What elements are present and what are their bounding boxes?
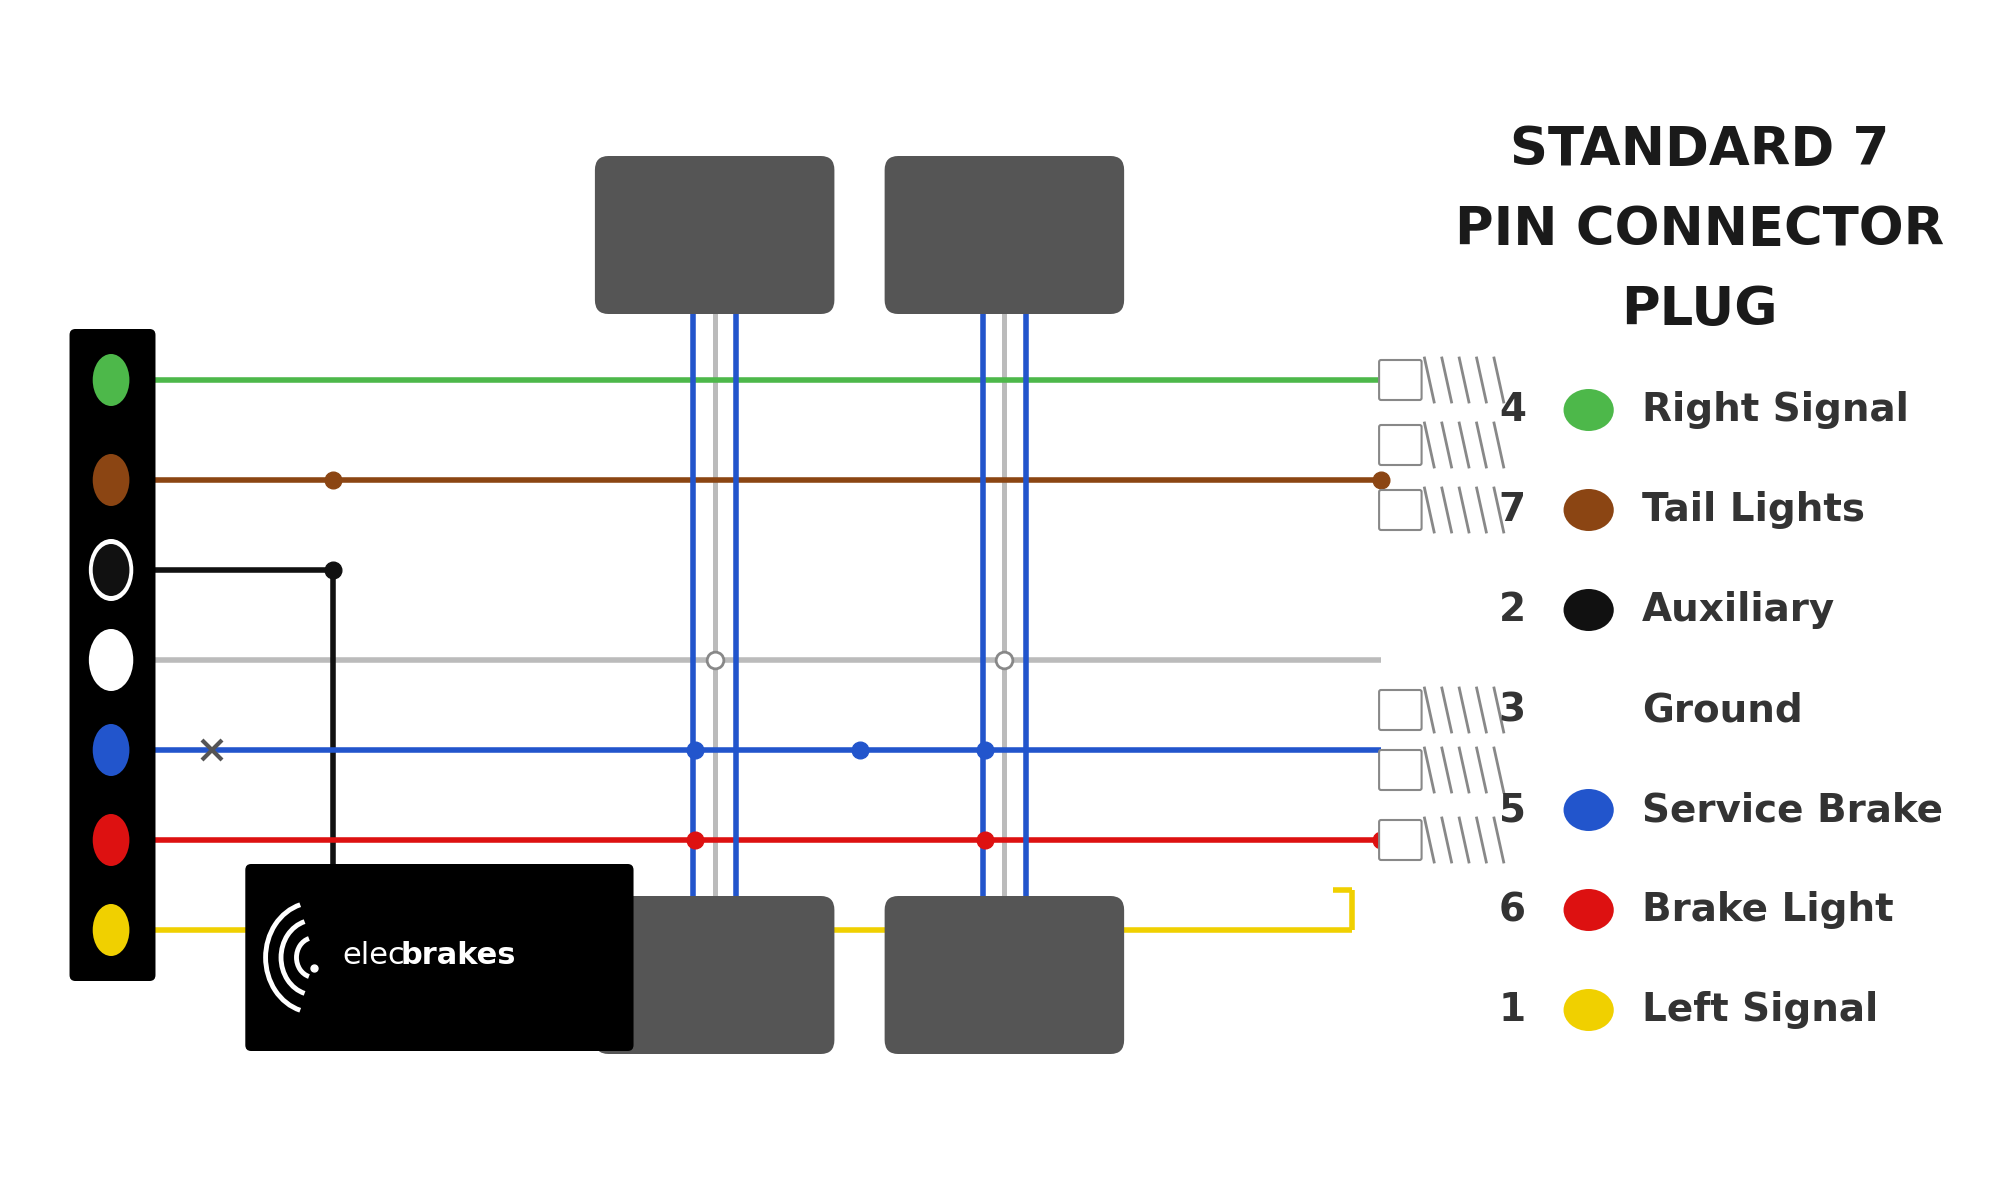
Ellipse shape [92, 354, 130, 406]
Ellipse shape [92, 544, 130, 596]
Text: 5: 5 [1498, 791, 1526, 829]
Text: Auxiliary: Auxiliary [1642, 590, 1836, 629]
FancyBboxPatch shape [70, 329, 156, 982]
Text: 2: 2 [1498, 590, 1526, 629]
Text: Brake Light: Brake Light [1642, 890, 1894, 929]
Text: 4: 4 [1498, 391, 1526, 428]
Text: Left Signal: Left Signal [1642, 991, 1878, 1028]
FancyBboxPatch shape [594, 156, 834, 314]
FancyBboxPatch shape [884, 896, 1124, 1054]
Text: 7: 7 [1498, 491, 1526, 529]
Text: 3: 3 [1498, 691, 1526, 728]
Text: 1: 1 [1498, 991, 1526, 1028]
Ellipse shape [92, 904, 130, 956]
FancyBboxPatch shape [1380, 425, 1422, 464]
FancyBboxPatch shape [1380, 690, 1422, 730]
Ellipse shape [92, 634, 130, 686]
FancyBboxPatch shape [884, 156, 1124, 314]
Text: 6: 6 [1498, 890, 1526, 929]
Ellipse shape [88, 629, 134, 691]
Text: PIN CONNECTOR: PIN CONNECTOR [1456, 204, 1944, 256]
Ellipse shape [1564, 490, 1614, 530]
FancyBboxPatch shape [246, 864, 634, 1051]
FancyBboxPatch shape [1380, 820, 1422, 860]
Ellipse shape [92, 814, 130, 866]
Text: STANDARD 7: STANDARD 7 [1510, 124, 1890, 176]
Text: elec: elec [342, 941, 406, 970]
Text: brakes: brakes [400, 941, 516, 970]
FancyBboxPatch shape [1380, 750, 1422, 790]
Ellipse shape [1564, 389, 1614, 431]
Ellipse shape [88, 539, 134, 601]
Text: Right Signal: Right Signal [1642, 391, 1908, 428]
Ellipse shape [92, 454, 130, 506]
Ellipse shape [1564, 790, 1614, 830]
Ellipse shape [1564, 989, 1614, 1031]
Text: Service Brake: Service Brake [1642, 791, 1942, 829]
Text: Ground: Ground [1642, 691, 1802, 728]
Ellipse shape [1564, 589, 1614, 631]
Ellipse shape [1564, 889, 1614, 931]
FancyBboxPatch shape [1380, 360, 1422, 400]
Text: PLUG: PLUG [1622, 284, 1778, 336]
FancyBboxPatch shape [594, 896, 834, 1054]
Text: Tail Lights: Tail Lights [1642, 491, 1864, 529]
Ellipse shape [92, 724, 130, 776]
FancyBboxPatch shape [1380, 490, 1422, 530]
